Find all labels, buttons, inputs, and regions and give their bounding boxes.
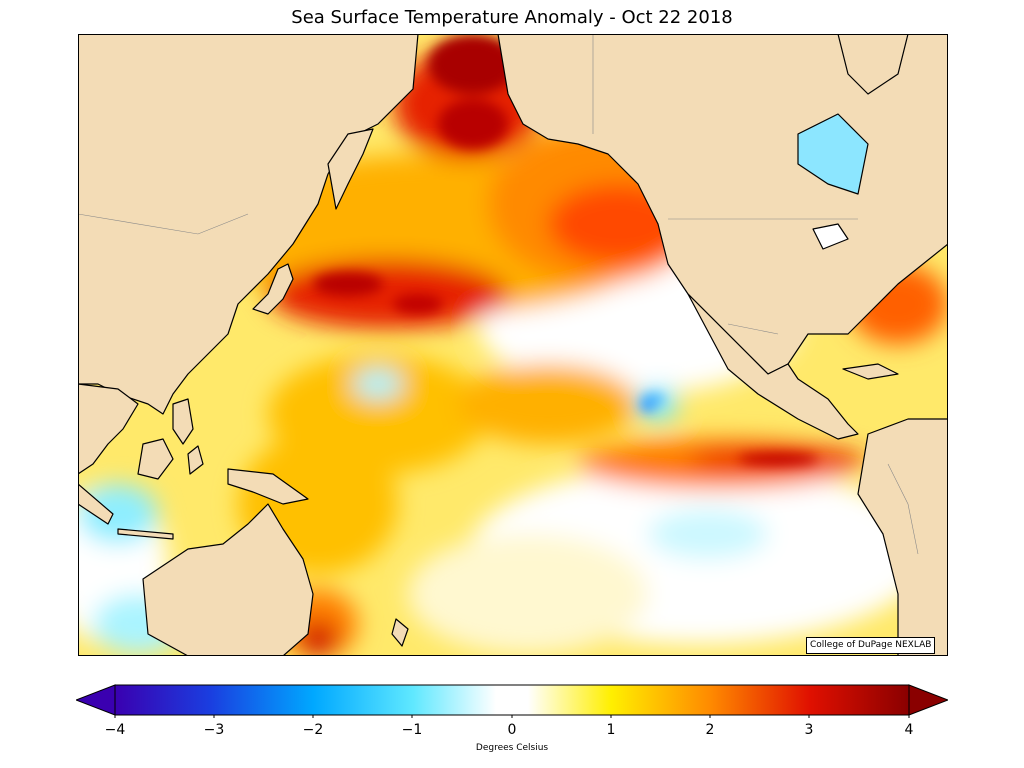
land-new-zealand — [391, 618, 409, 647]
credit-label: College of DuPage NEXLAB — [806, 637, 936, 654]
map-title: Sea Surface Temperature Anomaly - Oct 22… — [291, 7, 733, 28]
colorbar-tick-label: −2 — [302, 722, 324, 738]
colorbar-extend-low — [76, 684, 116, 716]
land-new-guinea — [227, 468, 309, 505]
land-borneo — [137, 438, 174, 480]
land-cuba — [842, 363, 899, 380]
colorbar-tick-label: −4 — [104, 722, 126, 738]
colorbar-tick-label: 2 — [705, 722, 715, 738]
land-sulawesi — [187, 445, 204, 475]
land-central-america — [687, 293, 859, 440]
land-sumatra — [78, 483, 114, 525]
colorbar-tick-label: −1 — [401, 722, 423, 738]
land-australia — [142, 503, 314, 656]
colorbar-tick-label: 4 — [904, 722, 914, 738]
great-lakes — [812, 223, 849, 250]
colorbar-tick-label: 0 — [507, 722, 517, 738]
land-philippines — [172, 398, 194, 445]
land-java — [117, 528, 174, 540]
colorbar-gradient — [114, 684, 910, 716]
land-south-america — [857, 418, 948, 656]
anomaly-hotspots — [313, 34, 818, 465]
colorbar — [76, 684, 948, 718]
colorbar-tick-label: 1 — [606, 722, 616, 738]
land-indochina — [78, 383, 139, 475]
land-arctic-islands — [837, 34, 909, 95]
land-japan — [252, 263, 294, 315]
map-frame — [78, 34, 948, 656]
colorbar-tick-label: −3 — [203, 722, 225, 738]
colorbar-tick-label: 3 — [804, 722, 814, 738]
borders — [78, 34, 919, 555]
land — [78, 34, 948, 656]
sst-anomaly-map — [78, 34, 948, 656]
colorbar-ticks — [114, 715, 910, 718]
colorbar-extend-high — [908, 684, 948, 716]
hudson-bay — [797, 113, 869, 195]
land-kamchatka — [327, 128, 374, 210]
colorbar-label: Degrees Celsius — [475, 743, 549, 753]
